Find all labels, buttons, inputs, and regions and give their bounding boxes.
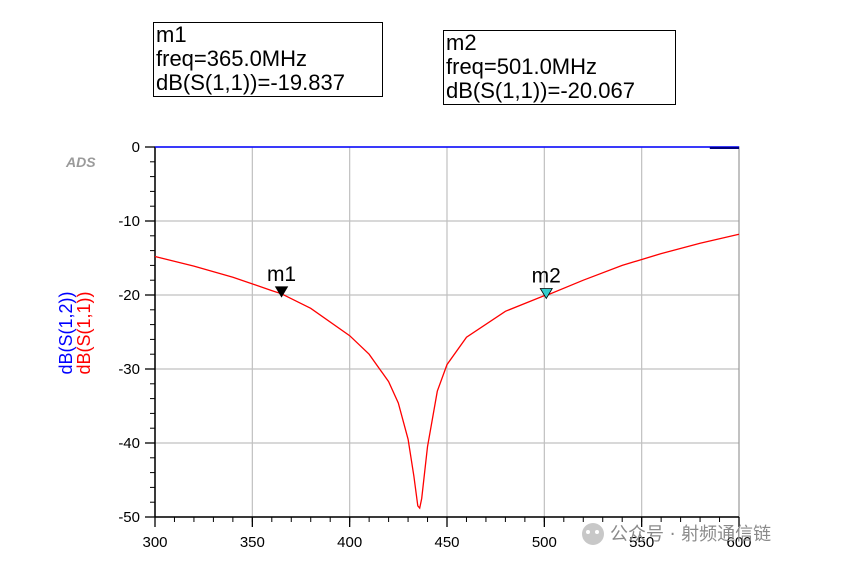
marker-label-m1: m1 bbox=[267, 263, 296, 286]
y-tick-label: -40 bbox=[118, 435, 140, 452]
marker-readout-freq: freq=365.0MHz bbox=[156, 46, 308, 71]
ads-tag: ADS bbox=[65, 154, 96, 170]
x-tick-label: 450 bbox=[434, 534, 459, 551]
y-axis-label-s11: dB(S(1,1)) bbox=[74, 291, 94, 374]
x-tick-label: 300 bbox=[142, 534, 167, 551]
marker-triangle-m1 bbox=[274, 286, 289, 298]
marker-label-m2: m2 bbox=[532, 264, 561, 287]
y-tick-label: -20 bbox=[118, 287, 140, 304]
marker-readout-m1: m1 freq=365.0MHz dB(S(1,1))=-19.837 bbox=[153, 22, 383, 97]
y-tick-label: -50 bbox=[118, 509, 140, 526]
series bbox=[154, 146, 740, 510]
series-line-s11 bbox=[154, 233, 740, 510]
y-tick-label: -10 bbox=[118, 213, 140, 230]
x-tick-label: 350 bbox=[240, 534, 265, 551]
markers: m1 m2 bbox=[267, 263, 561, 300]
marker-triangle-m2 bbox=[539, 288, 553, 300]
wechat-icon bbox=[582, 523, 604, 545]
wechat-icon-eye bbox=[595, 530, 599, 534]
y-axis-label-s12: dB(S(1,2)) bbox=[56, 291, 76, 374]
x-tick-label: 600 bbox=[726, 534, 751, 551]
watermark-text: 公众号 · 射频通信链 bbox=[610, 524, 771, 545]
y-tick-label: 0 bbox=[132, 139, 140, 156]
marker-readout-freq: freq=501.0MHz bbox=[446, 54, 598, 79]
x-tick-label: 400 bbox=[337, 534, 362, 551]
marker-readout-value: dB(S(1,1))=-20.067 bbox=[446, 78, 635, 103]
grid bbox=[155, 147, 739, 517]
x-tick-label: 550 bbox=[629, 534, 654, 551]
x-tick-label: 500 bbox=[532, 534, 557, 551]
wechat-icon-eye bbox=[586, 530, 590, 534]
marker-readout-value: dB(S(1,1))=-19.837 bbox=[156, 70, 345, 95]
marker-readout-name: m1 bbox=[156, 22, 187, 47]
y-tick-label: -30 bbox=[118, 361, 140, 378]
marker-readout-name: m2 bbox=[446, 30, 477, 55]
watermark: 公众号 · 射频通信链 bbox=[582, 523, 771, 545]
marker-readout-m2: m2 freq=501.0MHz dB(S(1,1))=-20.067 bbox=[443, 30, 676, 105]
y-axis-labels: dB(S(1,2)) dB(S(1,1)) bbox=[56, 291, 94, 374]
